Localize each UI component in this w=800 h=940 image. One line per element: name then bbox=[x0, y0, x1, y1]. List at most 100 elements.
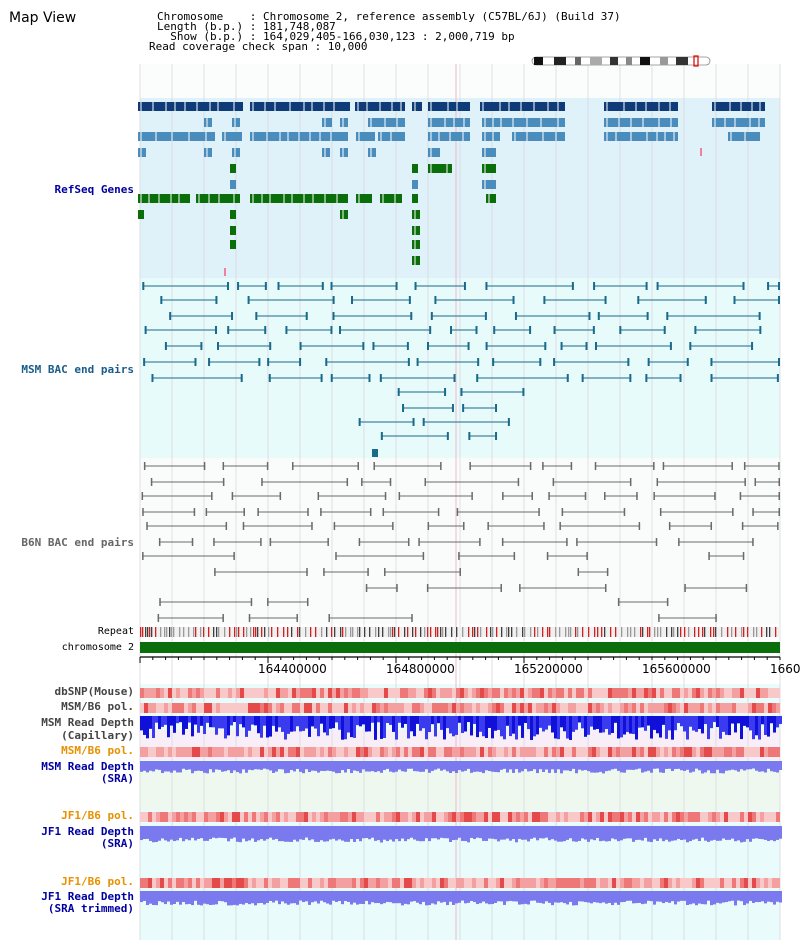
heat-cell bbox=[764, 688, 768, 698]
depth-bar-sra bbox=[629, 761, 632, 770]
heat-cell bbox=[188, 878, 192, 888]
heat-cell bbox=[424, 878, 428, 888]
depth-bar-capillary bbox=[569, 716, 572, 740]
depth-bar-capillary bbox=[671, 716, 674, 740]
depth-bar-sra bbox=[242, 826, 245, 839]
depth-bar-sra bbox=[221, 761, 224, 772]
repeat-element bbox=[149, 627, 151, 637]
depth-bar-capillary bbox=[479, 716, 482, 732]
heat-cell bbox=[404, 747, 408, 757]
track-label-jf1-pol-trimmed[interactable]: JF1/B6 pol. bbox=[61, 875, 134, 888]
track-label-jf1-depth-sub: (SRA) bbox=[100, 837, 134, 850]
depth-bar-capillary bbox=[263, 716, 266, 726]
depth-bar-sra bbox=[734, 826, 737, 842]
heat-cell bbox=[308, 812, 312, 822]
heat-cell bbox=[444, 812, 448, 822]
track-label-refseq-genes[interactable]: RefSeq Genes bbox=[54, 183, 134, 196]
track-label-b6n-bac[interactable]: B6N BAC end pairs bbox=[21, 536, 134, 549]
heat-cell bbox=[204, 688, 208, 698]
bac-end bbox=[668, 522, 671, 530]
depth-bar-sra bbox=[656, 826, 659, 841]
depth-bar-capillary bbox=[449, 716, 452, 734]
depth-bar-sra bbox=[515, 891, 518, 902]
heat-cell bbox=[656, 878, 660, 888]
track-label-msm-depth-sra[interactable]: MSM Read Depth bbox=[41, 760, 134, 773]
depth-bar-sra bbox=[350, 761, 353, 774]
gene-block bbox=[138, 132, 215, 141]
depth-bar-sra bbox=[233, 826, 236, 838]
bac-end bbox=[233, 552, 235, 560]
heat-cell bbox=[348, 747, 352, 757]
depth-bar-sra bbox=[272, 826, 275, 840]
track-label-msm-pol-capillary[interactable]: MSM/B6 pol. bbox=[61, 700, 134, 713]
track-label-msm-depth-capillary[interactable]: MSM Read Depth bbox=[41, 716, 134, 729]
depth-bar-sra bbox=[728, 826, 731, 840]
repeat-element bbox=[345, 627, 347, 637]
heat-cell bbox=[452, 812, 456, 822]
track-label-msm-bac[interactable]: MSM BAC end pairs bbox=[21, 363, 134, 376]
depth-bar-sra bbox=[422, 891, 425, 902]
track-label-jf1-depth[interactable]: JF1 Read Depth bbox=[41, 825, 134, 838]
heat-cell bbox=[692, 703, 696, 713]
bac-end bbox=[240, 374, 243, 382]
heat-cell bbox=[408, 747, 412, 757]
heat-cell bbox=[364, 688, 368, 698]
depth-bar-sra bbox=[620, 891, 623, 903]
repeat-element bbox=[352, 627, 354, 637]
depth-bar-sra bbox=[632, 826, 635, 842]
depth-bar-sra bbox=[149, 826, 152, 841]
depth-bar-sra bbox=[542, 761, 545, 773]
depth-bar-sra bbox=[707, 761, 710, 771]
depth-bar-sra bbox=[677, 891, 680, 902]
heat-cell bbox=[756, 878, 760, 888]
depth-bar-capillary bbox=[158, 716, 161, 730]
heat-cell bbox=[472, 688, 476, 698]
depth-bar-sra bbox=[446, 891, 449, 906]
repeat-element bbox=[238, 627, 240, 637]
track-label-chromosome[interactable]: chromosome 2 bbox=[61, 642, 134, 653]
track-label-dbsnp[interactable]: dbSNP(Mouse) bbox=[54, 685, 134, 698]
depth-bar-sra bbox=[428, 826, 431, 842]
heat-cell bbox=[280, 747, 284, 757]
heat-cell bbox=[664, 703, 668, 713]
track-label-msm-pol-sra[interactable]: MSM/B6 pol. bbox=[61, 744, 134, 757]
track-label-jf1-depth-trimmed[interactable]: JF1 Read Depth bbox=[41, 890, 134, 903]
msm-bg bbox=[140, 278, 780, 458]
heat-cell bbox=[380, 878, 384, 888]
heat-cell bbox=[140, 703, 144, 713]
track-label-repeat[interactable]: Repeat bbox=[97, 626, 134, 637]
depth-bar-sra bbox=[152, 826, 155, 843]
page-title: Map View bbox=[9, 10, 77, 26]
depth-bar-sra bbox=[779, 761, 782, 770]
repeat-element bbox=[166, 627, 168, 637]
heat-cell bbox=[532, 703, 536, 713]
bac-end bbox=[493, 326, 496, 334]
depth-bar-sra bbox=[767, 826, 770, 841]
heat-cell bbox=[248, 703, 252, 713]
heat-cell bbox=[180, 703, 184, 713]
heat-cell bbox=[616, 878, 620, 888]
bac-end bbox=[758, 312, 761, 320]
bac-end bbox=[715, 614, 717, 622]
heat-cell bbox=[520, 688, 524, 698]
bac-end bbox=[597, 312, 600, 320]
depth-bar-sra bbox=[470, 891, 473, 902]
depth-bar-sra bbox=[251, 891, 254, 904]
depth-bar-capillary bbox=[608, 716, 611, 735]
repeat-element bbox=[268, 627, 270, 637]
depth-bar-sra bbox=[764, 761, 767, 773]
depth-bar-sra bbox=[389, 891, 392, 903]
bac-end bbox=[561, 508, 564, 516]
track-label-jf1-pol[interactable]: JF1/B6 pol. bbox=[61, 809, 134, 822]
chromosome-ideogram[interactable] bbox=[530, 52, 712, 67]
bac-end bbox=[543, 522, 545, 530]
vertical-gridlines bbox=[139, 64, 781, 940]
depth-bar-sra bbox=[296, 826, 299, 842]
depth-bar-sra bbox=[707, 891, 710, 901]
repeat-element bbox=[660, 627, 662, 637]
depth-bar-capillary bbox=[221, 716, 224, 729]
heat-cell bbox=[456, 812, 460, 822]
depth-bar-sra bbox=[347, 761, 350, 770]
bac-end bbox=[291, 462, 294, 470]
